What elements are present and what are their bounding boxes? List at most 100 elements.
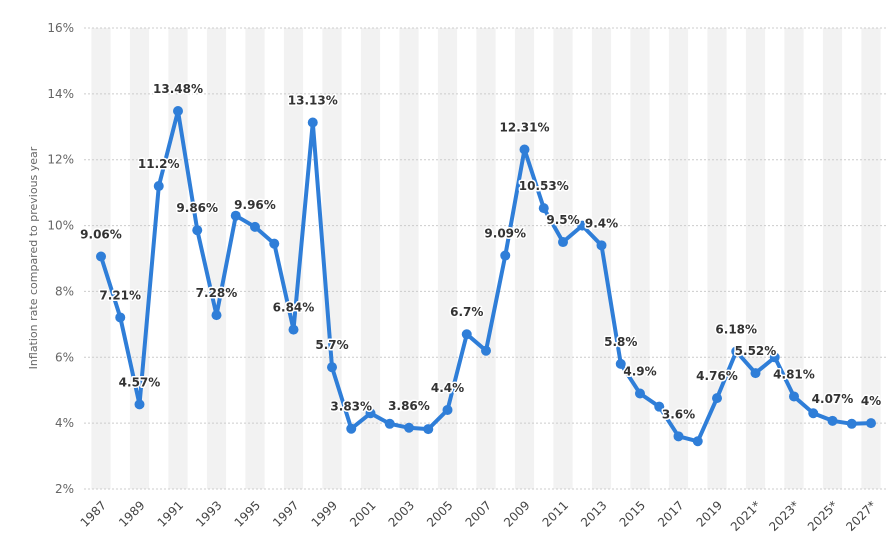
y-tick-label: 14% <box>47 87 74 101</box>
data-point[interactable] <box>789 391 799 402</box>
data-label: 5.52% <box>735 344 777 358</box>
data-point[interactable] <box>230 210 241 221</box>
data-point[interactable] <box>288 324 299 335</box>
data-point[interactable] <box>846 418 857 429</box>
data-label: 7.21% <box>99 288 141 302</box>
data-point[interactable] <box>346 423 357 434</box>
data-point[interactable] <box>269 238 280 249</box>
data-label: 9.06% <box>80 228 122 242</box>
year-band <box>861 28 881 489</box>
data-point[interactable] <box>423 424 434 435</box>
data-point[interactable] <box>211 310 222 321</box>
year-band <box>322 28 342 489</box>
x-tick-label: 2015 <box>617 498 648 529</box>
data-point[interactable] <box>519 144 530 155</box>
data-label: 6.7% <box>450 305 483 319</box>
data-point[interactable] <box>808 408 819 419</box>
data-point[interactable] <box>153 181 164 192</box>
data-point[interactable] <box>500 250 511 261</box>
year-band <box>514 28 535 489</box>
data-label: 4.76% <box>696 369 738 383</box>
year-band <box>168 28 188 489</box>
data-label: 12.31% <box>500 121 550 135</box>
x-tick-label: 2007 <box>463 498 494 529</box>
data-point[interactable] <box>365 408 376 419</box>
x-tick-label: 1995 <box>232 498 263 529</box>
year-band <box>784 28 804 489</box>
y-tick-label: 8% <box>55 284 74 298</box>
data-label: 7.28% <box>196 286 238 300</box>
data-point[interactable] <box>307 117 318 128</box>
x-tick-label: 2017 <box>655 498 686 529</box>
data-point[interactable] <box>538 203 549 214</box>
data-label: 13.13% <box>288 94 338 108</box>
year-bands <box>91 28 881 489</box>
y-tick-label: 4% <box>55 416 74 430</box>
data-point[interactable] <box>769 352 780 363</box>
data-point[interactable] <box>596 240 607 251</box>
y-tick-label: 10% <box>47 219 74 233</box>
data-point[interactable] <box>192 225 203 236</box>
year-band <box>245 28 265 489</box>
data-point[interactable] <box>577 220 588 231</box>
data-point[interactable] <box>461 329 472 340</box>
x-tick-label: 2009 <box>501 498 532 529</box>
data-point[interactable] <box>635 388 645 399</box>
data-point[interactable] <box>750 368 761 379</box>
data-label: 5.7% <box>315 338 348 352</box>
y-tick-label: 6% <box>55 350 74 364</box>
x-tick-label: 2005 <box>424 498 455 529</box>
data-point[interactable] <box>250 221 260 232</box>
x-tick-label: 1993 <box>193 498 224 529</box>
x-tick-label: 1987 <box>78 498 109 529</box>
data-point[interactable] <box>134 399 145 410</box>
data-point[interactable] <box>404 422 414 433</box>
data-point[interactable] <box>558 237 568 248</box>
year-band <box>437 28 458 489</box>
data-label: 3.86% <box>388 399 430 413</box>
data-labels: 9.06% 7.21% 4.57% 11.2% 13.48% 9.86% 7.28% 9.96… <box>79 80 883 422</box>
data-label: 9.4% <box>585 216 618 230</box>
data-point[interactable] <box>692 436 703 447</box>
data-point[interactable] <box>115 312 126 323</box>
gridlines <box>84 27 888 490</box>
data-point[interactable] <box>173 105 183 116</box>
data-point[interactable] <box>654 401 665 412</box>
data-point[interactable] <box>481 345 491 356</box>
data-point[interactable] <box>384 418 395 429</box>
data-point[interactable] <box>442 404 453 415</box>
year-band <box>129 28 150 489</box>
data-label: 4.9% <box>623 365 656 379</box>
data-point[interactable] <box>327 362 337 373</box>
year-band <box>822 28 843 489</box>
y-tick-label: 16% <box>47 21 74 35</box>
data-label: 9.5% <box>546 213 579 227</box>
data-point[interactable] <box>731 346 742 357</box>
x-tick-label: 2011 <box>540 498 571 529</box>
year-band <box>745 28 766 489</box>
x-tick-label: 2021* <box>728 498 764 534</box>
data-point[interactable] <box>866 418 876 429</box>
data-label: 9.09% <box>484 227 526 241</box>
year-band <box>591 28 612 489</box>
data-point[interactable] <box>712 393 722 404</box>
x-tick-label: 2001 <box>347 498 378 529</box>
x-axis-ticks: 1987 1989 1991 1993 1995 1997 1999 2001 2003 2005… <box>78 498 879 534</box>
data-label: 4.4% <box>431 381 464 395</box>
data-label: 3.6% <box>662 407 695 421</box>
data-label: 4% <box>861 394 881 408</box>
data-point[interactable] <box>96 251 106 262</box>
data-point[interactable] <box>615 358 626 369</box>
data-label: 4.81% <box>773 367 815 381</box>
y-tick-label: 2% <box>55 482 74 496</box>
data-point[interactable] <box>827 415 838 426</box>
data-label: 3.83% <box>330 400 372 414</box>
data-label: 9.86% <box>176 201 218 215</box>
data-label: 10.53% <box>519 179 569 193</box>
data-point[interactable] <box>673 431 684 442</box>
year-band <box>360 28 381 489</box>
x-tick-label: 2019 <box>694 498 725 529</box>
year-band <box>668 28 689 489</box>
year-band <box>707 28 727 489</box>
